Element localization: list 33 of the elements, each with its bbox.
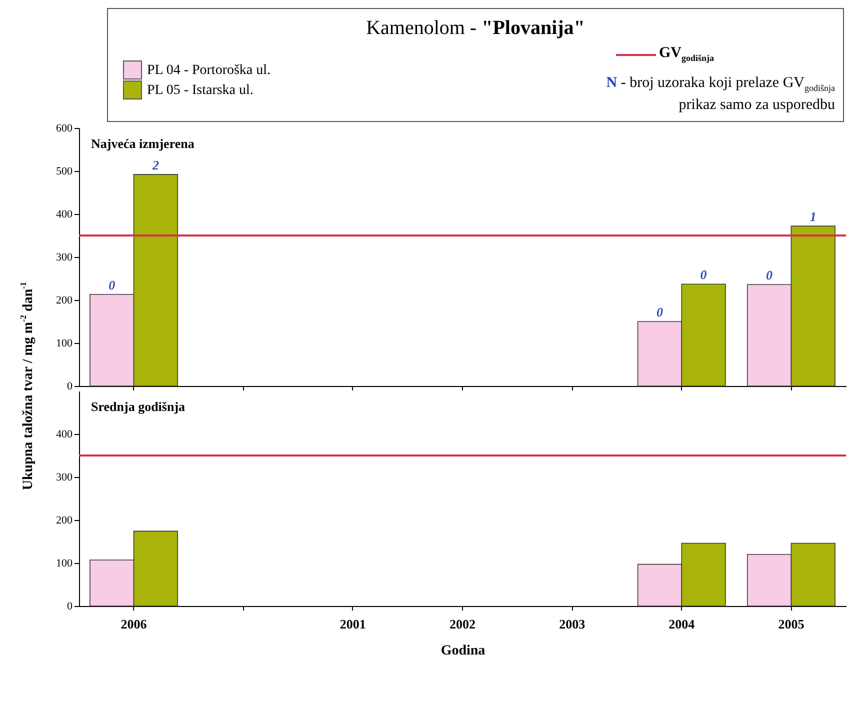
y-tick-label: 600 [56,122,73,134]
y-tick-label: 400 [56,208,73,220]
x-tick-label: 2002 [450,616,476,632]
annotation: 0 [656,304,664,320]
x-tick-label: 2005 [778,616,805,632]
annotation: 0 [108,277,116,292]
y-tick-label: 100 [56,558,73,570]
annotation: 0 [700,267,708,282]
y-tick-label: 300 [56,252,73,264]
annotation: 1 [810,209,816,224]
legend-label: PL 05 - Istarska ul. [147,83,254,98]
legend-label: GV$_{godišnja}$ [659,45,714,63]
annotation: 0 [766,268,774,283]
text: N - broj uzoraka koji prelaze GV$_{godišnja}$ [606,75,835,93]
x-axis-title: Godina [440,644,486,658]
x-tick-label: 2003 [559,616,586,632]
y-tick-label: 0 [67,380,73,392]
y-tick-label: 200 [56,294,73,306]
legend-label: PL 04 - Portoroška ul. [147,63,271,78]
x-tick-label: 2004 [668,616,696,632]
x-tick-label: 2001 [340,616,366,632]
y-tick-label: 300 [56,472,73,484]
y-tick-label: 100 [56,338,73,350]
y-tick-label: 0 [67,600,73,612]
annotation: 2 [151,157,160,172]
y-tick-label: 200 [56,514,73,526]
text: Srednja godišnja [91,399,186,414]
text: prikaz samo za usporedbu [678,97,835,114]
y-tick-label: 400 [56,428,73,440]
text: Najveća izmjerena [91,136,195,151]
chart-title: Kamenolom - "Plovanija" [365,17,586,40]
y-tick-label: 500 [56,166,73,178]
x-tick-label: 2006 [120,616,148,632]
